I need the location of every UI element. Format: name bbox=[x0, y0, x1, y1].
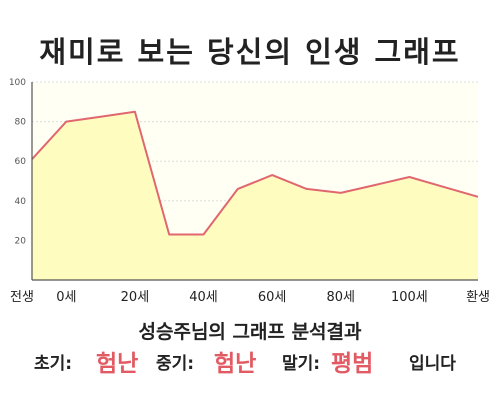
analysis-result-line: 초기: 험난 중기: 험난 말기: 평범 입니다 bbox=[0, 346, 500, 382]
result-suffix: 입니다 bbox=[409, 354, 456, 374]
y-tick-label: 20 bbox=[15, 236, 27, 246]
x-tick-label: 전생 bbox=[10, 290, 34, 305]
early-value: 험난 bbox=[96, 351, 139, 377]
x-tick-label: 40세 bbox=[189, 290, 218, 305]
page-title: 재미로 보는 당신의 인생 그래프 bbox=[39, 35, 461, 69]
late-value: 평범 bbox=[331, 351, 374, 377]
life-graph-chart: 20 40 60 80 100 전생 0세 20세 40세 60세 80세 100세 환생 bbox=[9, 78, 490, 305]
y-tick-label: 60 bbox=[15, 157, 27, 167]
series-line bbox=[31, 110, 479, 236]
y-axis-tick-labels: 20 40 60 80 100 bbox=[9, 78, 26, 246]
y-tick-label: 100 bbox=[9, 78, 26, 88]
axes bbox=[31, 82, 478, 281]
middle-label: 중기: bbox=[156, 354, 195, 374]
y-tick-label: 80 bbox=[15, 118, 27, 128]
x-tick-label: 80세 bbox=[327, 290, 356, 305]
late-label: 말기: bbox=[282, 354, 321, 374]
x-tick-label: 60세 bbox=[258, 290, 287, 305]
area-fill bbox=[32, 111, 478, 280]
x-tick-label: 100세 bbox=[391, 290, 428, 305]
early-label: 초기: bbox=[34, 354, 73, 374]
middle-value: 험난 bbox=[214, 351, 257, 377]
x-tick-label: 환생 bbox=[466, 290, 490, 305]
x-axis-tick-labels: 전생 0세 20세 40세 60세 80세 100세 환생 bbox=[10, 290, 490, 305]
y-tick-label: 40 bbox=[15, 197, 27, 207]
x-tick-label: 0세 bbox=[56, 290, 76, 305]
analysis-title: 성승주님의 그래프 분석결과 bbox=[138, 321, 362, 343]
x-tick-label: 20세 bbox=[121, 290, 150, 305]
